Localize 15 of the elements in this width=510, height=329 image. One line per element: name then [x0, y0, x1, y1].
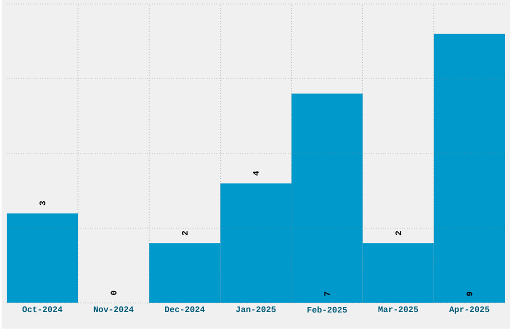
x-tick-label: Oct-2024 [22, 306, 62, 312]
x-tick-label: Mar-2025 [378, 306, 418, 312]
data-label: 2 [182, 231, 188, 236]
x-tick-label: Apr-2025 [449, 306, 490, 314]
data-label: 4 [253, 171, 259, 176]
data-label: 9 [466, 292, 472, 296]
data-label: 3 [40, 201, 46, 206]
x-tick-label: Nov-2024 [94, 306, 134, 312]
bar [6, 213, 78, 303]
data-label: 7 [324, 292, 330, 296]
x-tick-label: Dec-2024 [165, 306, 205, 312]
data-label: 0 [110, 290, 116, 296]
x-tick-label: Feb-2025 [308, 306, 347, 313]
data-label: 2 [395, 231, 402, 236]
x-tick-label: Jan-2025 [236, 306, 276, 312]
